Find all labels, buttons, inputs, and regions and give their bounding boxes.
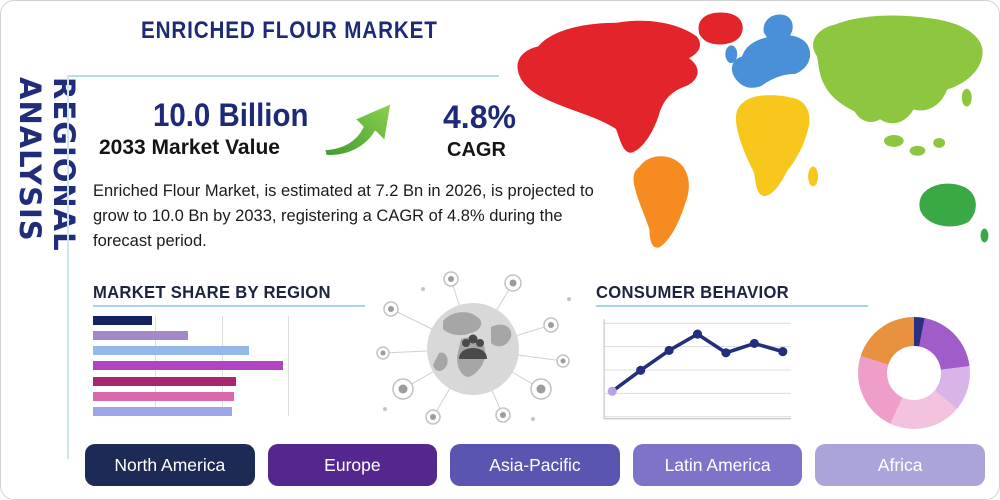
section-title-market-share: MARKET SHARE BY REGION [93, 282, 331, 302]
vertical-title: REGIONAL ANALYSIS [13, 77, 81, 252]
region-button-africa[interactable]: Africa [815, 444, 985, 486]
world-map-graphic [517, 12, 989, 248]
market-description: Enriched Flour Market, is estimated at 7… [93, 182, 594, 250]
bar-segment-5 [93, 376, 237, 386]
bar-segment-1 [93, 316, 152, 325]
page-title: ENRICHED FLOUR MARKET [141, 17, 438, 44]
market-value-label: 2033 Market Value [99, 136, 280, 159]
consumer-behavior-underline [596, 305, 868, 307]
market-value-stat: 10.0 Billion [153, 97, 309, 133]
bar-segment-7 [93, 406, 233, 416]
market-share-bar-chart [93, 316, 295, 416]
growth-arrow-icon [323, 102, 393, 157]
market-share-underline [93, 305, 365, 307]
consumer-behavior-line-chart [603, 319, 791, 420]
top-divider [67, 75, 499, 77]
region-button-europe[interactable]: Europe [267, 444, 438, 486]
globe-network-graphic [376, 271, 571, 425]
region-button-asia-pacific[interactable]: Asia-Pacific [450, 444, 620, 486]
bar-segment-3 [93, 346, 249, 356]
bar-segment-4 [93, 361, 283, 371]
region-button-latin-america[interactable]: Latin America [632, 444, 803, 486]
region-buttons-row: North America Europe Asia-Pacific Latin Ame… [85, 444, 985, 486]
left-divider [67, 75, 69, 459]
bar-segment-2 [93, 331, 188, 341]
cagr-stat: 4.8% [443, 99, 516, 135]
regional-share-donut-chart [858, 317, 970, 429]
bar-segment-6 [93, 391, 235, 401]
cagr-label: CAGR [447, 139, 506, 161]
region-button-north-america[interactable]: North America [85, 444, 255, 486]
section-title-consumer-behavior: CONSUMER BEHAVIOR [596, 282, 789, 302]
